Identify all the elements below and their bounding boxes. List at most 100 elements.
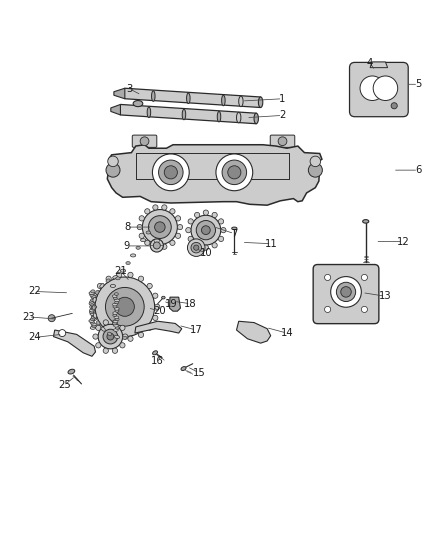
Ellipse shape [113, 312, 117, 314]
Ellipse shape [90, 321, 95, 324]
Ellipse shape [89, 311, 94, 314]
Text: 6: 6 [415, 165, 421, 175]
Text: 2: 2 [279, 110, 286, 120]
Ellipse shape [136, 246, 140, 249]
Circle shape [123, 334, 128, 339]
Ellipse shape [92, 314, 96, 317]
Ellipse shape [112, 295, 117, 297]
Circle shape [188, 236, 193, 241]
Ellipse shape [92, 297, 96, 300]
Ellipse shape [101, 327, 105, 331]
Text: 18: 18 [184, 298, 197, 309]
Ellipse shape [90, 318, 95, 321]
Circle shape [103, 329, 118, 344]
Text: 25: 25 [58, 379, 71, 390]
Circle shape [97, 284, 102, 288]
Ellipse shape [114, 293, 118, 295]
Text: 17: 17 [190, 325, 203, 335]
Circle shape [361, 274, 367, 280]
Circle shape [194, 245, 199, 251]
Ellipse shape [106, 279, 110, 282]
Ellipse shape [114, 335, 120, 338]
Circle shape [115, 297, 134, 316]
Text: 12: 12 [396, 237, 410, 247]
Circle shape [103, 320, 108, 325]
Text: 22: 22 [28, 286, 41, 296]
Circle shape [196, 221, 215, 240]
Ellipse shape [126, 262, 130, 264]
Circle shape [92, 293, 97, 298]
Circle shape [59, 329, 66, 336]
Circle shape [120, 325, 125, 330]
Ellipse shape [96, 321, 100, 325]
Circle shape [175, 216, 180, 221]
Circle shape [391, 103, 397, 109]
Circle shape [108, 156, 118, 167]
Ellipse shape [89, 292, 94, 295]
Circle shape [162, 244, 167, 249]
Ellipse shape [90, 300, 94, 303]
Circle shape [164, 166, 177, 179]
Text: 23: 23 [22, 312, 35, 322]
Text: 8: 8 [124, 222, 130, 232]
Circle shape [187, 239, 205, 256]
Text: 7: 7 [231, 229, 237, 239]
Circle shape [95, 343, 101, 348]
Circle shape [219, 219, 224, 224]
Text: 24: 24 [28, 333, 40, 343]
Circle shape [360, 76, 385, 101]
Ellipse shape [239, 96, 243, 107]
Ellipse shape [115, 318, 119, 321]
Circle shape [128, 336, 133, 341]
Circle shape [142, 209, 177, 245]
Ellipse shape [141, 239, 146, 241]
Circle shape [212, 212, 217, 217]
Circle shape [216, 154, 253, 191]
Circle shape [159, 160, 183, 184]
Ellipse shape [113, 303, 117, 306]
Circle shape [106, 276, 111, 281]
FancyBboxPatch shape [270, 135, 295, 147]
Ellipse shape [217, 111, 221, 122]
Circle shape [107, 333, 114, 340]
Circle shape [361, 306, 367, 312]
Text: 5: 5 [415, 79, 421, 90]
Ellipse shape [254, 113, 258, 124]
Circle shape [95, 325, 101, 330]
Circle shape [150, 239, 163, 252]
Circle shape [186, 228, 191, 233]
Circle shape [212, 243, 217, 248]
Ellipse shape [116, 277, 120, 280]
FancyBboxPatch shape [132, 135, 157, 147]
Circle shape [325, 274, 331, 280]
Ellipse shape [113, 297, 117, 300]
Circle shape [373, 76, 398, 101]
Polygon shape [120, 104, 256, 124]
Ellipse shape [114, 325, 119, 327]
Circle shape [331, 277, 361, 307]
Circle shape [153, 315, 158, 320]
Ellipse shape [113, 314, 117, 317]
Ellipse shape [113, 276, 118, 279]
Ellipse shape [237, 112, 241, 123]
Circle shape [117, 272, 122, 278]
Circle shape [95, 277, 155, 336]
Ellipse shape [113, 322, 117, 325]
Circle shape [201, 226, 210, 235]
Ellipse shape [93, 313, 97, 318]
Ellipse shape [131, 254, 136, 257]
Circle shape [203, 210, 208, 215]
Circle shape [145, 240, 150, 246]
Circle shape [113, 320, 118, 325]
Circle shape [155, 304, 160, 310]
Polygon shape [237, 321, 271, 343]
Circle shape [148, 216, 171, 238]
Circle shape [153, 293, 158, 298]
Circle shape [170, 240, 175, 246]
Circle shape [219, 236, 224, 241]
Ellipse shape [152, 351, 158, 355]
Ellipse shape [222, 95, 225, 106]
Ellipse shape [115, 299, 120, 302]
Circle shape [222, 160, 247, 184]
Polygon shape [111, 104, 120, 115]
